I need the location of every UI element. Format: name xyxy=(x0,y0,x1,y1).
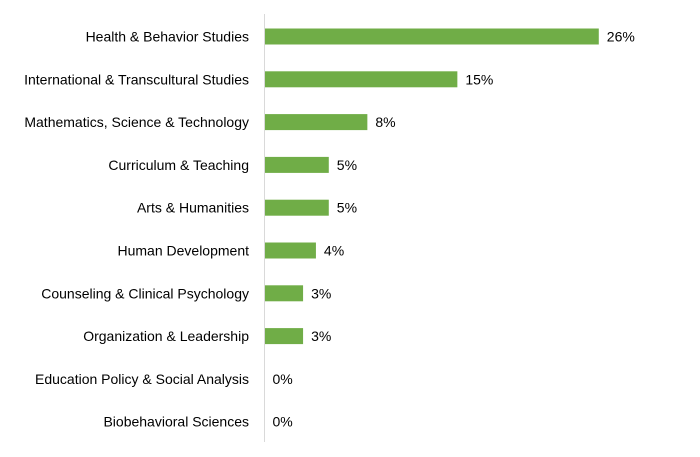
data-label-counseling-and-clinical-psychology: 3% xyxy=(311,285,331,301)
bars-group xyxy=(264,28,599,345)
bar-curriculum-and-teaching xyxy=(264,156,329,173)
category-label-international-and-transcultural-studies: International & Transcultural Studies xyxy=(24,71,249,87)
category-label-health-and-behavior-studies: Health & Behavior Studies xyxy=(86,29,249,45)
data-label-organization-and-leadership: 3% xyxy=(311,328,331,344)
category-label-biobehavioral-sciences: Biobehavioral Sciences xyxy=(103,414,249,430)
data-label-international-and-transcultural-studies: 15% xyxy=(465,71,493,87)
category-label-mathematics-science-and-technology: Mathematics, Science & Technology xyxy=(24,114,249,130)
category-label-education-policy-and-social-analysis: Education Policy & Social Analysis xyxy=(35,371,249,387)
data-label-human-development: 4% xyxy=(324,243,344,259)
category-label-human-development: Human Development xyxy=(117,243,249,259)
bar-organization-and-leadership xyxy=(264,328,304,345)
data-label-arts-and-humanities: 5% xyxy=(337,200,357,216)
data-label-mathematics-science-and-technology: 8% xyxy=(375,114,395,130)
category-label-organization-and-leadership: Organization & Leadership xyxy=(83,328,249,344)
bar-human-development xyxy=(264,242,316,259)
data-label-health-and-behavior-studies: 26% xyxy=(607,29,635,45)
category-label-curriculum-and-teaching: Curriculum & Teaching xyxy=(108,157,249,173)
data-label-education-policy-and-social-analysis: 0% xyxy=(273,371,293,387)
bar-mathematics-science-and-technology xyxy=(264,114,368,131)
data-labels-group: 26% 15% 8% 5% 5% 4% 3% 3% 0% 0% xyxy=(273,29,635,430)
category-labels-group: Health & Behavior Studies International &… xyxy=(24,29,249,430)
bar-health-and-behavior-studies xyxy=(264,28,599,45)
bar-international-and-transcultural-studies xyxy=(264,71,458,88)
bar-counseling-and-clinical-psychology xyxy=(264,285,304,302)
data-label-curriculum-and-teaching: 5% xyxy=(337,157,357,173)
bar-arts-and-humanities xyxy=(264,199,329,216)
category-label-counseling-and-clinical-psychology: Counseling & Clinical Psychology xyxy=(41,285,249,301)
category-label-arts-and-humanities: Arts & Humanities xyxy=(137,200,249,216)
data-label-biobehavioral-sciences: 0% xyxy=(273,414,293,430)
